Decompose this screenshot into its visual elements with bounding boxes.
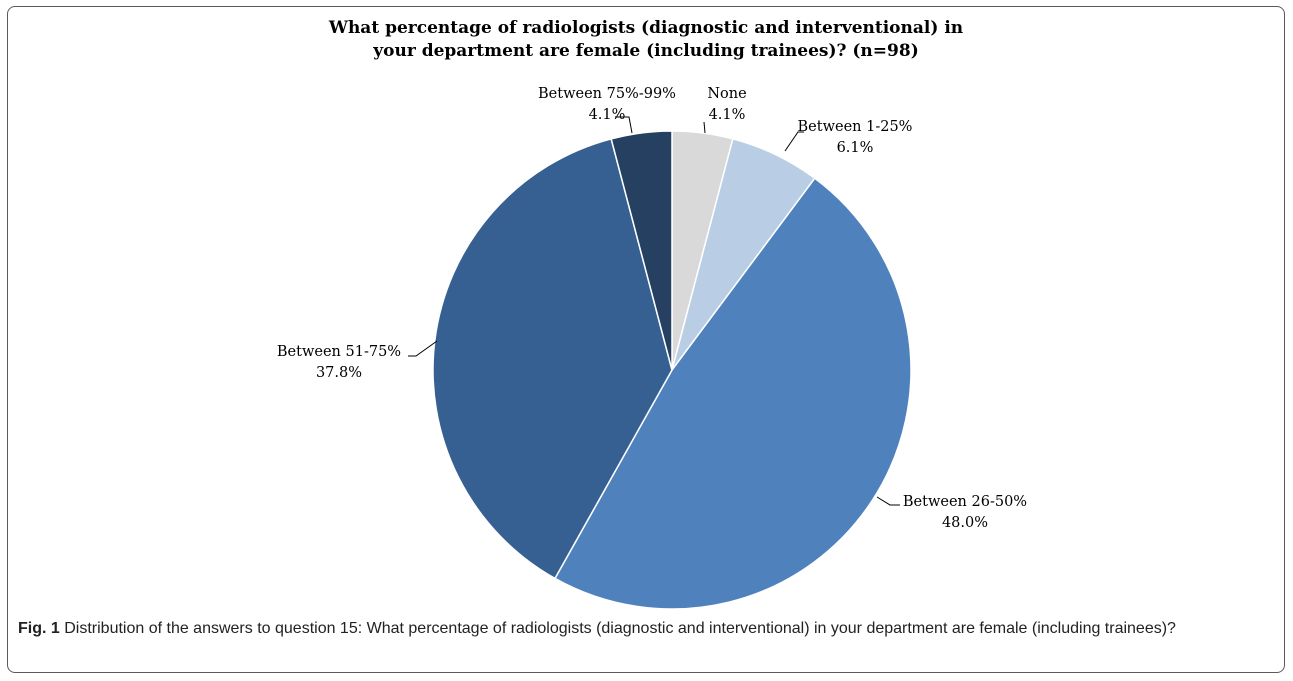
pie-slices bbox=[432, 130, 912, 610]
pie-slice-between-51-75 bbox=[432, 137, 673, 580]
pie-slice-between-75-99 bbox=[610, 130, 673, 371]
figure-number: Fig. 1 bbox=[18, 620, 60, 637]
chart-title: What percentage of radiologists (diagnos… bbox=[0, 17, 1293, 63]
leader-line-between-1-25 bbox=[784, 131, 804, 152]
chart-title-line-2: your department are female (including tr… bbox=[373, 41, 919, 61]
slice-label-between-75-99: Between 75%-99% bbox=[538, 86, 676, 102]
leader-lines bbox=[408, 116, 900, 506]
slice-value-between-1-25: 6.1% bbox=[837, 140, 874, 156]
slice-label-between-1-25: Between 1-25% bbox=[798, 119, 913, 135]
slice-value-between-51-75: 37.8% bbox=[316, 365, 362, 381]
slice-label-none: None bbox=[707, 86, 746, 102]
slice-value-none: 4.1% bbox=[709, 107, 746, 123]
slice-value-between-26-50: 48.0% bbox=[942, 515, 988, 531]
slice-label-between-51-75: Between 51-75% bbox=[277, 344, 401, 360]
figure-caption-text: Distribution of the answers to question … bbox=[59, 620, 1176, 637]
slice-labels: None 4.1% Between 1-25% 6.1% Between 26-50% 4… bbox=[277, 86, 1027, 531]
pie-slice-between-26-50 bbox=[553, 177, 912, 610]
slice-value-between-75-99: 4.1% bbox=[589, 107, 626, 123]
leader-line-between-26-50 bbox=[876, 496, 900, 506]
chart-title-line-1: What percentage of radiologists (diagnos… bbox=[328, 18, 964, 38]
leader-line-between-75-99 bbox=[615, 116, 633, 134]
figure-caption: Fig. 1 Distribution of the answers to qu… bbox=[18, 619, 1280, 639]
leader-line-none bbox=[703, 121, 706, 134]
leader-line-between-51-75 bbox=[408, 340, 438, 357]
slice-label-between-26-50: Between 26-50% bbox=[903, 494, 1027, 510]
